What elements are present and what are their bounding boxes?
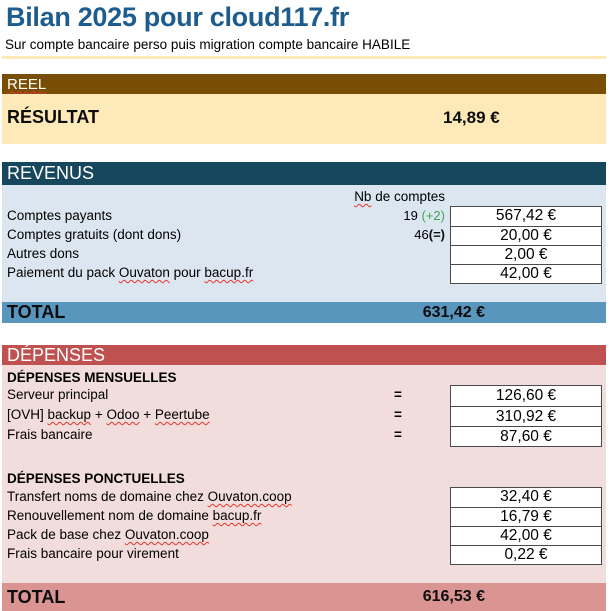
row-label-ovh-backup-odoo-peertube: [OVH] backup + Odoo + Peertube xyxy=(7,405,210,425)
misspelled-word: Ouvaton xyxy=(118,265,170,280)
row-label-autres-dons: Autres dons xyxy=(7,246,80,261)
value-cell-comptes-payants[interactable]: 567,42 € xyxy=(495,207,557,224)
label-text: Renouvellement nom de domaine xyxy=(7,508,213,523)
count-value: 19 xyxy=(403,208,418,223)
misspelled-word: Odoo xyxy=(106,407,140,422)
value-cell-comptes-gratuits[interactable]: 20,00 € xyxy=(451,226,601,245)
misspelled-word: backup xyxy=(47,407,92,422)
depenses-mensuelles-value-column: 126,60 € 310,92 € 87,60 € xyxy=(450,385,602,447)
operator-serveur-principal: = xyxy=(394,387,402,402)
row-label-frais-virement: Frais bancaire pour virement xyxy=(7,546,179,561)
revenus-total-bar: TOTAL 631,42 € xyxy=(2,302,606,323)
value-cell-paiement-pack[interactable]: 42,00 € xyxy=(451,264,601,283)
label-text: de comptes xyxy=(371,189,445,204)
row-label-comptes-gratuits: Comptes gratuits (dont dons) xyxy=(7,227,182,242)
misspelled-word: Ouvaton.coop xyxy=(207,489,292,504)
depenses-total-bar: TOTAL 616,53 € xyxy=(2,583,606,611)
depenses-total-label: TOTAL xyxy=(7,586,66,607)
count-delta: (=) xyxy=(428,227,445,242)
revenus-value-column: 567,42 € 20,00 € 2,00 € 42,00 € xyxy=(450,206,602,284)
revenus-total-label: TOTAL xyxy=(7,302,66,322)
resultat-label: RÉSULTAT xyxy=(7,107,99,127)
misspelled-word: Nb xyxy=(354,189,372,204)
value-cell-ovh[interactable]: 310,92 € xyxy=(451,406,601,426)
operator-ovh: = xyxy=(394,407,402,422)
misspelled-word: bacup.fr xyxy=(212,508,262,523)
subheader-depenses-mensuelles: DÉPENSES MENSUELLES xyxy=(7,370,177,385)
value-cell-pack-de-base[interactable]: 42,00 € xyxy=(451,526,601,545)
value-cell-renouvellement-domaine[interactable]: 16,79 € xyxy=(451,507,601,526)
page-title: Bilan 2025 pour cloud117.fr xyxy=(6,2,350,32)
row-label-pack-de-base: Pack de base chez Ouvaton.coop xyxy=(7,525,209,544)
subheader-depenses-ponctuelles: DÉPENSES PONCTUELLES xyxy=(7,471,185,486)
revenus-total-value: 631,42 € xyxy=(422,303,485,321)
value-cell-serveur-principal[interactable]: 126,60 € xyxy=(495,387,557,404)
section-header-reel-label: REEL xyxy=(7,75,47,93)
section-header-reel: REEL xyxy=(2,74,606,94)
count-column-header: Nb de comptes xyxy=(330,189,445,204)
row-label-paiement-pack-ouvaton: Paiement du pack Ouvaton pour bacup.fr xyxy=(7,263,253,282)
row-label-frais-bancaire: Frais bancaire xyxy=(7,427,93,442)
operator-frais-bancaire: = xyxy=(394,427,402,442)
reel-section-body xyxy=(2,94,606,144)
row-label-serveur-principal: Serveur principal xyxy=(7,387,109,402)
value-cell-autres-dons[interactable]: 2,00 € xyxy=(451,245,601,264)
label-text: Pack de base chez xyxy=(7,527,125,542)
section-header-depenses: DÉPENSES xyxy=(2,345,606,365)
count-comptes-gratuits: 46(=) xyxy=(330,225,445,244)
section-header-revenus-label: REVENUS xyxy=(7,163,95,183)
row-label-comptes-payants: Comptes payants xyxy=(7,208,113,223)
value-cell-frais-bancaire[interactable]: 87,60 € xyxy=(451,426,601,446)
section-header-depenses-label: DÉPENSES xyxy=(7,344,106,365)
misspelled-word: bacup.fr xyxy=(204,265,254,280)
count-comptes-payants: 19 (+2) xyxy=(330,206,445,225)
row-label-transfert-domaines: Transfert noms de domaine chez Ouvaton.c… xyxy=(7,487,292,506)
label-text: + xyxy=(91,407,107,422)
resultat-value: 14,89 € xyxy=(443,108,500,127)
label-text: [OVH] xyxy=(7,407,48,422)
value-cell-transfert-domaines[interactable]: 32,40 € xyxy=(500,488,552,505)
label-text: Paiement du pack xyxy=(7,265,119,280)
depenses-ponctuelles-value-column: 32,40 € 16,79 € 42,00 € 0,22 € xyxy=(450,487,602,565)
section-header-revenus: REVENUS xyxy=(2,162,606,185)
depenses-total-value: 616,53 € xyxy=(422,588,485,605)
row-label-renouvellement-domaine: Renouvellement nom de domaine bacup.fr xyxy=(7,506,261,525)
label-text: + xyxy=(139,407,155,422)
misspelled-word: Ouvaton.coop xyxy=(124,527,209,542)
misspelled-word: Peertube xyxy=(154,407,210,422)
label-text: Transfert noms de domaine chez xyxy=(7,489,208,504)
page-subtitle: Sur compte bancaire perso puis migration… xyxy=(5,37,411,52)
label-text: pour xyxy=(169,265,205,280)
count-value: 46 xyxy=(414,227,429,242)
count-delta: (+2) xyxy=(421,208,445,223)
cream-divider-strip xyxy=(2,56,606,59)
value-cell-frais-virement[interactable]: 0,22 € xyxy=(451,545,601,564)
